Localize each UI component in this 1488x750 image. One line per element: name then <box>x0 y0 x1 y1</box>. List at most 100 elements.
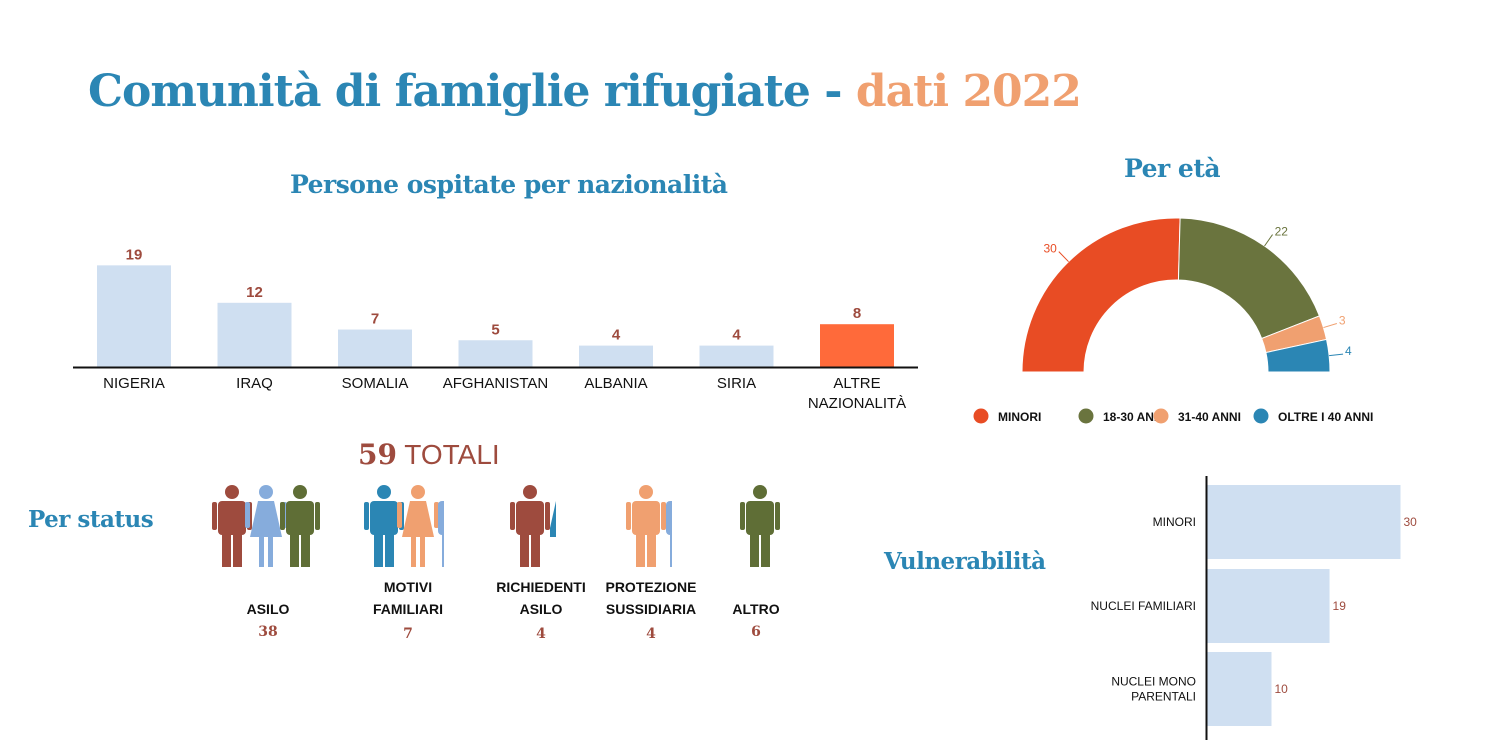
icon-leg <box>442 533 444 567</box>
icon-leg <box>411 537 416 567</box>
bar-value-iraq: 12 <box>246 284 263 301</box>
icon-head <box>225 485 239 499</box>
icon-torso <box>438 501 444 535</box>
page-title-accent: dati 2022 <box>855 66 1082 117</box>
status-count-richiedenti-asilo: 4 <box>536 626 546 642</box>
icon-leg <box>681 533 690 567</box>
status-group-altro <box>740 485 780 567</box>
nationality-chart-title: Persone ospitate per nazionalità <box>290 170 728 199</box>
legend-marker-minori <box>973 408 989 424</box>
status-group-asilo <box>212 485 320 567</box>
status-section-title: Per status <box>28 506 154 533</box>
legend-marker-18-30-anni <box>1078 408 1094 424</box>
status-count-motivi-familiari: 7 <box>403 626 413 642</box>
man-icon <box>280 485 320 567</box>
status-label-line: SUSSIDIARIA <box>605 601 697 617</box>
status-count-altro: 6 <box>751 624 761 640</box>
icon-arm <box>580 502 585 528</box>
icon-leg <box>301 533 310 567</box>
status-label-line: PROTEZIONE <box>605 579 697 595</box>
icon-torso <box>286 501 314 535</box>
icon-torso <box>516 501 544 535</box>
icon-leg <box>557 537 562 567</box>
icon-leg <box>385 533 394 567</box>
icon-leg <box>750 533 759 567</box>
icon-torso <box>218 501 246 535</box>
bar-value-altre-nazionalit: 8 <box>853 305 861 322</box>
slice-leader-minori <box>1058 251 1069 263</box>
slice-leader-31-40-anni <box>1323 323 1337 329</box>
page-title-main: Comunità di famiglie rifugiate - <box>88 66 856 117</box>
age-chart-title: Per età <box>1124 154 1221 183</box>
status-count-asilo: 38 <box>258 624 278 640</box>
icon-head <box>557 485 571 499</box>
bar-altre-nazionalit <box>820 324 894 367</box>
status-label-motivi-familiari: MOTIVI FAMILIARI <box>348 576 468 620</box>
icon-head <box>639 485 653 499</box>
icon-head <box>673 485 687 499</box>
slice-value-minori: 30 <box>1043 242 1057 256</box>
category-label-siria: SIRIA <box>717 375 756 392</box>
icon-dress <box>550 501 556 537</box>
bar-albania <box>579 345 653 367</box>
icon-head <box>411 485 425 499</box>
hbar-label-nuclei-familiari: NUCLEI FAMILIARI <box>1091 599 1196 613</box>
icon-leg <box>566 537 571 567</box>
icon-torso <box>632 501 660 535</box>
man-icon <box>438 485 462 567</box>
status-label-richiedenti-asilo: RICHIEDENTI ASILO <box>481 576 601 620</box>
slice-value-31-40-anni: 3 <box>1339 313 1346 327</box>
category-label-iraq: IRAQ <box>236 375 273 392</box>
icon-leg <box>453 533 462 567</box>
man-icon <box>510 485 550 567</box>
woman-icon <box>397 485 439 567</box>
bar-value-siria: 4 <box>732 327 741 344</box>
status-label-line: ASILO <box>246 601 290 617</box>
bar-iraq <box>217 302 292 367</box>
slice-oltre-i-40-anni <box>1265 338 1331 373</box>
icon-arm <box>212 502 217 530</box>
icon-arm <box>364 502 369 530</box>
icon-head <box>523 485 537 499</box>
slice-value-oltre-i-40-anni: 4 <box>1345 344 1352 358</box>
icon-arm <box>545 502 550 530</box>
man-icon <box>740 485 780 567</box>
icon-arm <box>397 502 402 528</box>
icon-arm <box>280 502 285 530</box>
hbar-value-minori: 30 <box>1404 515 1418 529</box>
hbar-nuclei-familiari <box>1207 569 1330 643</box>
legend-marker-31-40-anni <box>1153 408 1169 424</box>
icon-arm <box>661 502 666 530</box>
icon-leg <box>290 533 299 567</box>
bar-value-afghanistan: 5 <box>491 321 499 338</box>
icon-head <box>753 485 767 499</box>
icon-leg <box>233 533 242 567</box>
bar-value-albania: 4 <box>612 327 621 344</box>
icon-head <box>445 485 459 499</box>
icon-leg <box>647 533 656 567</box>
icon-torso <box>666 501 672 535</box>
icon-arm <box>740 502 745 530</box>
icon-leg <box>259 537 264 567</box>
hbar-minori <box>1207 485 1401 559</box>
status-group-richiedenti-asilo <box>510 485 585 567</box>
status-label-line: ALTRO <box>732 601 780 617</box>
icon-arm <box>775 502 780 530</box>
legend-label-31-40-anni: 31-40 ANNI <box>1178 410 1241 424</box>
total-count: 59 TOTALI <box>358 438 500 471</box>
status-label-asilo: ASILO <box>208 598 328 620</box>
status-label-line: RICHIEDENTI <box>496 579 586 595</box>
legend-label-oltre-i-40-anni: OLTRE I 40 ANNI <box>1278 410 1373 424</box>
man-icon <box>666 485 700 567</box>
category-label-somalia: SOMALIA <box>342 375 409 392</box>
woman-icon <box>245 485 287 567</box>
icon-arm <box>695 502 700 530</box>
page-title: Comunità di famiglie rifugiate - dati 20… <box>88 66 1082 117</box>
category-label-altre-nazionalit: ALTRE <box>833 375 880 392</box>
icon-leg <box>520 533 529 567</box>
status-label-protezione-sussidiaria: PROTEZIONE SUSSIDIARIA <box>591 576 711 620</box>
